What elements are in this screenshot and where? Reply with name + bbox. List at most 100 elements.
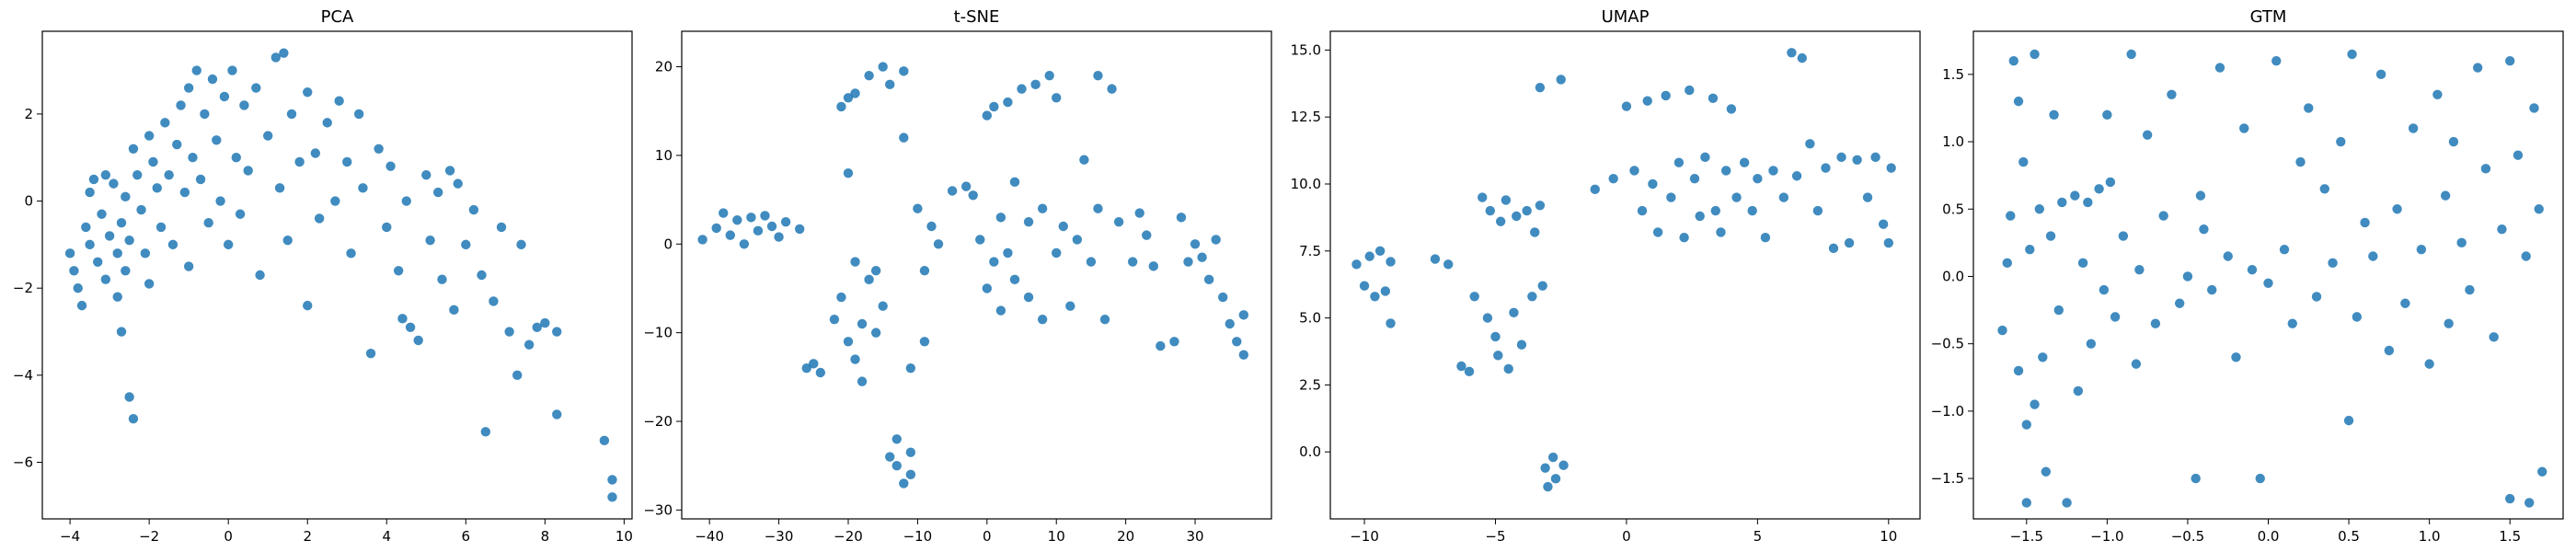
y-tick-label: 0 — [24, 193, 33, 210]
x-tick-label: 0 — [224, 528, 233, 545]
data-point — [982, 283, 993, 293]
data-point — [243, 166, 253, 176]
data-point — [1870, 152, 1880, 163]
data-point — [1828, 243, 1839, 254]
data-point — [2102, 109, 2112, 120]
data-point — [223, 239, 234, 250]
y-tick-label: 0.0 — [1299, 443, 1321, 460]
data-point — [1009, 177, 1020, 188]
data-point — [552, 327, 562, 337]
data-point — [64, 248, 75, 259]
data-point — [413, 335, 423, 346]
data-point — [1516, 339, 1527, 350]
data-point — [468, 204, 479, 215]
data-point — [1652, 227, 1663, 237]
data-point — [1430, 254, 1441, 264]
data-point — [1456, 361, 1466, 372]
data-point — [1661, 90, 1671, 101]
data-point — [1142, 230, 1152, 240]
data-point — [109, 178, 119, 189]
data-point — [697, 235, 707, 245]
chart-panel-t-sne: t-SNE −40 −30 −20 −10 0 10 20 30 −30 −20 −10 0 10 20 — [643, 7, 1272, 545]
data-point — [1787, 48, 1797, 58]
data-point — [2537, 466, 2547, 477]
x-tick-label: −10 — [903, 528, 933, 545]
data-point — [480, 427, 491, 437]
y-tick-label: −20 — [643, 413, 673, 430]
data-point — [1197, 252, 1207, 262]
data-point — [1778, 192, 1789, 202]
data-point — [2073, 385, 2084, 397]
data-point — [1148, 261, 1159, 271]
data-point — [1203, 274, 1214, 285]
x-tick-label: −20 — [834, 528, 863, 545]
data-point — [850, 354, 860, 364]
data-point — [2013, 96, 2024, 107]
data-point — [933, 239, 944, 249]
data-point — [97, 209, 107, 219]
data-point — [780, 216, 791, 227]
data-point — [2041, 466, 2052, 477]
data-point — [1503, 363, 1513, 374]
data-point — [1637, 205, 1648, 216]
data-point — [2287, 318, 2297, 328]
data-point — [1037, 314, 1048, 325]
data-point — [1550, 474, 1561, 484]
x-tick-label: −10 — [1350, 528, 1379, 545]
data-point — [1679, 233, 1689, 243]
chart-title: UMAP — [1602, 7, 1650, 27]
x-tick-label: 20 — [1117, 528, 1134, 545]
chart-panel-gtm: GTM −1.5 −1.0 −0.5 0.0 0.5 1.0 1.5 −1.5 −1.0 −0.5 0… — [1931, 7, 2564, 545]
data-point — [1190, 239, 1201, 249]
data-point — [1710, 205, 1720, 216]
data-point — [203, 218, 213, 228]
x-tick-label: −5 — [1485, 528, 1505, 545]
data-point — [330, 196, 340, 206]
data-point — [836, 101, 846, 112]
data-point — [1176, 213, 1187, 223]
data-point — [1862, 192, 1873, 202]
data-point — [1127, 257, 1138, 267]
data-point — [116, 327, 127, 337]
data-point — [1482, 313, 1493, 323]
data-point — [385, 161, 396, 171]
data-point — [870, 265, 881, 276]
data-point — [132, 169, 143, 180]
data-point — [1791, 171, 1802, 181]
x-tick-label: 0 — [983, 528, 992, 545]
data-point — [607, 492, 617, 502]
plot-frame — [41, 30, 633, 520]
data-point — [1003, 247, 1013, 259]
data-point — [1218, 292, 1228, 303]
data-point — [2195, 190, 2206, 201]
data-point — [815, 367, 826, 378]
data-point — [164, 169, 174, 180]
y-tick-label: −4 — [13, 367, 33, 384]
data-point — [1495, 216, 1506, 226]
data-point — [2489, 332, 2499, 342]
data-point — [353, 109, 364, 120]
data-point — [477, 270, 487, 281]
data-point — [358, 183, 368, 193]
data-point — [2013, 365, 2024, 376]
data-point — [899, 478, 909, 489]
data-point — [121, 191, 131, 202]
data-point — [1386, 318, 1396, 328]
data-point — [1493, 351, 1503, 361]
data-point — [947, 186, 958, 196]
data-point — [2025, 244, 2035, 255]
data-point — [836, 292, 846, 303]
data-point — [975, 235, 985, 245]
data-point — [421, 169, 431, 180]
data-point — [1821, 163, 1831, 173]
data-point — [444, 166, 455, 176]
data-point — [2214, 63, 2225, 73]
data-point — [2384, 345, 2395, 356]
data-point — [144, 131, 155, 141]
data-point — [334, 96, 344, 106]
data-point — [303, 300, 313, 311]
data-point — [1747, 205, 1757, 216]
data-point — [2077, 258, 2088, 269]
data-point — [1023, 292, 1034, 303]
